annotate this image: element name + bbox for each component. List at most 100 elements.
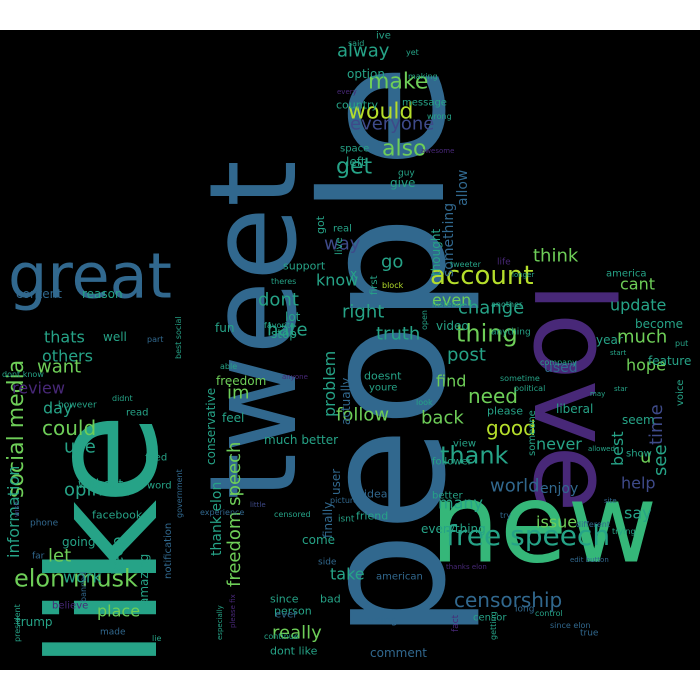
- word-update: update: [610, 295, 667, 315]
- word-enjoy: enjoy: [540, 481, 579, 498]
- word-believe: believe: [52, 600, 89, 612]
- word-censorship: censorship: [454, 588, 563, 612]
- word-president: president: [13, 604, 22, 642]
- word-alway: alway: [337, 40, 390, 62]
- word-feed: feed: [145, 452, 168, 464]
- word-u: u: [640, 446, 652, 468]
- word-government: government: [175, 469, 184, 518]
- word-comment: comment: [370, 645, 428, 660]
- word-anything: anything: [491, 327, 531, 338]
- word-left: left: [346, 154, 366, 169]
- word-said: said: [348, 39, 365, 49]
- word-part: part: [147, 335, 164, 345]
- word-content: content: [16, 286, 62, 301]
- word-awesome: awesome: [421, 147, 455, 156]
- word-control: control: [535, 609, 563, 619]
- word-idea: idea: [364, 487, 388, 501]
- word-instead: instead: [432, 300, 462, 310]
- word-new: new: [430, 459, 658, 588]
- word-little: little: [250, 501, 266, 510]
- word-every: every: [337, 88, 357, 97]
- word-thought: thought: [429, 228, 443, 276]
- word-notification: notification: [163, 522, 174, 579]
- word-didnt: didnt: [112, 394, 133, 404]
- word-lie: lie: [152, 634, 162, 644]
- word-real: real: [333, 223, 352, 235]
- word-may: may: [590, 390, 606, 399]
- word-cloud: people like tweet love new great free speech ac…: [0, 30, 700, 670]
- word-better: better: [432, 490, 463, 502]
- word-conservative: conservative: [204, 387, 218, 465]
- word-dont: dont: [258, 289, 299, 311]
- word-space: space: [340, 143, 370, 155]
- word-give: give: [390, 175, 416, 190]
- word-thank-elon: thank elon: [209, 481, 225, 556]
- word-many: many: [438, 493, 483, 513]
- word-going: going: [62, 534, 96, 549]
- word-would: would: [348, 99, 414, 125]
- word-theres: theres: [271, 277, 297, 287]
- word-everything: everything: [421, 521, 486, 536]
- word-cant: cant: [620, 274, 656, 294]
- word-hope: hope: [626, 355, 666, 375]
- word-please-fix: please fix: [229, 594, 237, 628]
- word-post: post: [447, 344, 486, 366]
- word-best-social: best social: [174, 316, 183, 359]
- word-life: life: [497, 257, 511, 268]
- word-sometime: sometime: [500, 374, 540, 384]
- word-thing: thing: [456, 319, 518, 348]
- word-truth: truth: [376, 323, 421, 345]
- word-country: country: [336, 98, 379, 112]
- word-become: become: [635, 316, 684, 331]
- word-trying: trying: [612, 527, 636, 537]
- word-even: even: [432, 290, 472, 310]
- word-first: first: [369, 275, 380, 295]
- word-freedom: freedom: [216, 373, 267, 388]
- word-isnt: isnt: [338, 514, 355, 525]
- word-thank: thank: [440, 441, 509, 470]
- word-doesnt: doesnt: [364, 369, 402, 383]
- word-true: true: [580, 628, 599, 639]
- word-america: america: [606, 268, 647, 280]
- word-change: change: [458, 297, 525, 319]
- word-reason: reason: [82, 286, 123, 301]
- word-never: never: [536, 434, 582, 454]
- word-feel: feel: [222, 410, 245, 425]
- word-also: also: [382, 136, 427, 162]
- word-company: company: [540, 358, 577, 368]
- word-say: say: [624, 503, 652, 523]
- word-far: far: [32, 551, 45, 562]
- word-hate: hate: [267, 319, 308, 341]
- word-site: site: [604, 497, 617, 506]
- word-amazing: amazing: [137, 553, 151, 605]
- word-got: got: [314, 215, 327, 234]
- word-wish: wish: [13, 501, 21, 517]
- word-feature: feature: [648, 353, 692, 368]
- word-dont-know: dont know: [2, 370, 44, 380]
- word-banned: banned: [79, 571, 88, 602]
- word-day: day: [43, 398, 73, 418]
- word-allowed: allowed: [588, 445, 615, 454]
- word-however: however: [58, 400, 97, 411]
- word-long: long: [515, 604, 535, 615]
- word-back: back: [421, 407, 464, 429]
- word-follow: follow: [336, 404, 390, 426]
- word-show: show: [626, 448, 652, 460]
- word-live: live: [334, 237, 345, 255]
- word-voice: voice: [675, 379, 686, 406]
- word-video: video: [436, 318, 469, 333]
- word-place: place: [97, 601, 141, 621]
- word-facebook: facebook: [92, 508, 143, 522]
- word-could: could: [42, 416, 97, 440]
- word-ive: ive: [376, 30, 391, 42]
- word-want: want: [37, 356, 82, 378]
- word-put: put: [675, 339, 689, 349]
- word-without: without: [78, 476, 124, 491]
- word-let: let: [48, 545, 72, 567]
- word-lot: lot: [285, 309, 301, 324]
- word-ever: ever: [275, 609, 298, 621]
- word-option: option: [347, 66, 385, 81]
- word-anyone: anyone: [282, 373, 308, 382]
- word-right: right: [342, 301, 385, 323]
- word-view: view: [453, 438, 477, 450]
